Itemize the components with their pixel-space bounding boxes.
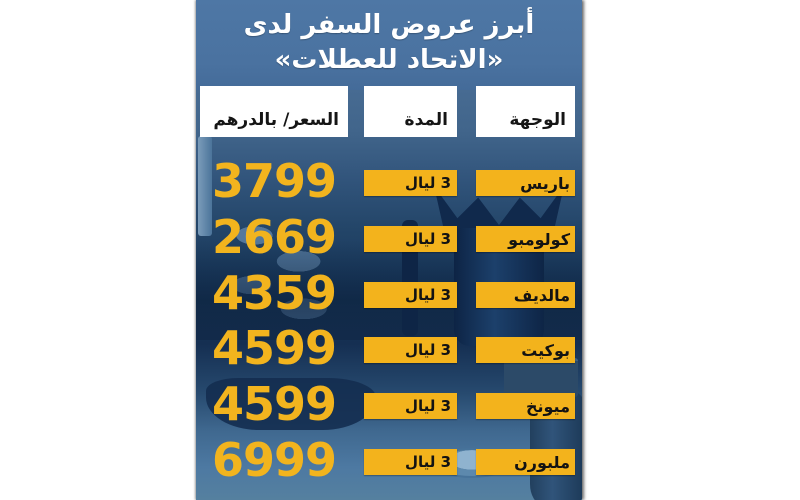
page-title-line1: أبرز عروض السفر لدى [243, 10, 535, 40]
destination-label: مالديف [513, 285, 570, 305]
duration-label: 3 ليال [404, 286, 451, 304]
destination-chip: ملبورن [476, 449, 575, 475]
duration-label: 3 ليال [404, 230, 451, 248]
duration-label: 3 ليال [404, 397, 451, 415]
duration-chip: 3 ليال [364, 170, 457, 196]
duration-chip: 3 ليال [364, 337, 457, 363]
destination-chip: كولومبو [476, 226, 575, 252]
duration-chip: 3 ليال [364, 449, 457, 475]
destination-chip: باريس [476, 170, 575, 196]
duration-label: 3 ليال [404, 453, 451, 471]
offer-row: 4599 3 ليال ميونخ [0, 376, 800, 432]
offer-row: 4599 3 ليال بوكيت [0, 320, 800, 376]
duration-label: 3 ليال [404, 174, 451, 192]
destination-label: باريس [520, 173, 570, 193]
photo-boat-shape [206, 378, 376, 430]
destination-chip: بوكيت [476, 337, 575, 363]
duration-chip: 3 ليال [364, 282, 457, 308]
column-header-destination: الوجهة [476, 86, 575, 137]
price-value: 2669 [211, 210, 337, 264]
price-value: 4359 [211, 266, 337, 320]
destination-label: ملبورن [514, 452, 570, 472]
duration-chip: 3 ليال [364, 226, 457, 252]
price-value: 4599 [211, 321, 337, 375]
column-header-price: السعر/ بالدرهم [200, 86, 348, 137]
price-value: 3799 [211, 154, 337, 208]
title-band: أبرز عروض السفر لدى «الاتحاد للعطلات» [196, 0, 582, 90]
destination-label: بوكيت [521, 340, 570, 360]
offer-row: 3799 3 ليال باريس [0, 153, 800, 209]
duration-label: 3 ليال [404, 341, 451, 359]
price-value: 6999 [211, 433, 337, 487]
column-header-duration: المدة [364, 86, 457, 137]
photo-bread-shapes [218, 216, 348, 324]
offer-row: 2669 3 ليال كولومبو [0, 209, 800, 265]
page-title-line2: «الاتحاد للعطلات» [274, 45, 504, 75]
duration-chip: 3 ليال [364, 393, 457, 419]
destination-chip: مالديف [476, 282, 575, 308]
price-value: 4599 [211, 377, 337, 431]
offer-row: 6999 3 ليال ملبورن [0, 432, 800, 488]
destination-label: ميونخ [525, 396, 570, 416]
offer-row: 4359 3 ليال مالديف [0, 265, 800, 321]
destination-chip: ميونخ [476, 393, 575, 419]
destination-label: كولومبو [508, 229, 570, 249]
photo-pole-shape [198, 136, 212, 236]
